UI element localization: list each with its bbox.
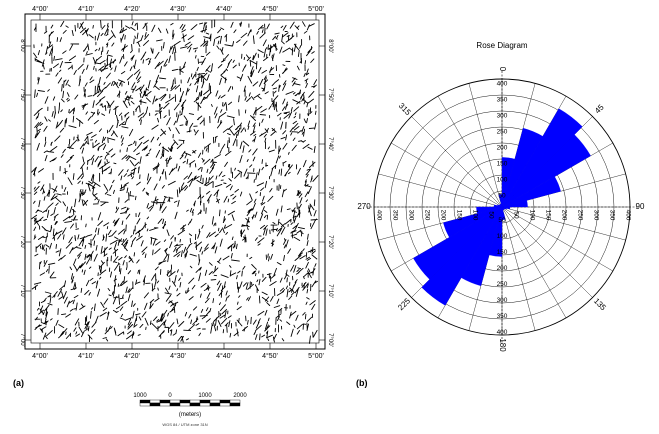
scale-label: 1000 bbox=[198, 393, 212, 399]
direction-label-0: 0 bbox=[498, 67, 507, 72]
projection-note: WGS 84 / UTM zone 31N bbox=[162, 422, 207, 427]
radial-label-north: 350 bbox=[497, 97, 508, 104]
radial-label-north: 100 bbox=[497, 177, 508, 184]
right-tick-label: 7°20' bbox=[327, 235, 333, 249]
scale-label: 2000 bbox=[233, 393, 247, 399]
radial-label-north: 400 bbox=[497, 81, 508, 88]
radial-label-north: 200 bbox=[497, 145, 508, 152]
panel-label-a: (a) bbox=[13, 378, 24, 388]
left-tick-label: 7°40' bbox=[19, 137, 25, 151]
radial-label-east: 250 bbox=[577, 210, 584, 221]
radial-label-west: 250 bbox=[424, 210, 431, 221]
rose-diagram: Rose Diagram5050505010010010010015015015… bbox=[357, 41, 645, 352]
petal-30-45 bbox=[501, 108, 583, 208]
top-tick-label: 4°30' bbox=[170, 5, 186, 13]
rose-diagram-panel: Rose Diagram 50 50 50 50 100 100 100 100 150 150 15… bbox=[350, 0, 659, 429]
bottom-tick-label: 4°10' bbox=[78, 352, 94, 360]
direction-label-180: 180 bbox=[498, 338, 507, 352]
radial-label-south: 250 bbox=[497, 281, 508, 288]
radial-label-east: 200 bbox=[561, 210, 568, 221]
direction-label-225: 225 bbox=[396, 296, 412, 312]
radial-label-west: 300 bbox=[408, 210, 415, 221]
bottom-tick-label: 4°40' bbox=[216, 352, 232, 360]
radial-label-west: 100 bbox=[472, 210, 479, 221]
direction-label-270: 270 bbox=[357, 202, 371, 211]
radial-label-east: 50 bbox=[513, 211, 520, 219]
top-tick-label: 4°50' bbox=[262, 5, 278, 13]
radial-label-west: 50 bbox=[488, 211, 495, 219]
left-tick-label: 7°00' bbox=[19, 333, 25, 347]
bottom-tick-label: 4°20' bbox=[124, 352, 140, 360]
top-tick-label: 4°10' bbox=[78, 5, 94, 13]
right-tick-label: 8°00' bbox=[327, 39, 333, 53]
radial-label-south: 300 bbox=[497, 297, 508, 304]
direction-label-90: 90 bbox=[636, 202, 645, 211]
radial-label-north: 50 bbox=[498, 193, 506, 200]
radial-labels: 5050505010010010010015015015015020020020… bbox=[376, 81, 632, 337]
bottom-tick-label: 4°30' bbox=[170, 352, 186, 360]
right-tick-label: 7°40' bbox=[327, 137, 333, 151]
radial-label-east: 400 bbox=[625, 210, 632, 221]
radial-label-south: 150 bbox=[497, 249, 508, 256]
radial-label-north: 300 bbox=[497, 113, 508, 120]
right-tick-label: 7°00' bbox=[327, 333, 333, 347]
left-tick-label: 7°10' bbox=[19, 284, 25, 298]
panel-label-b: (b) bbox=[356, 378, 368, 388]
radial-label-south: 50 bbox=[498, 217, 506, 224]
radial-label-south: 350 bbox=[497, 313, 508, 320]
radial-label-west: 200 bbox=[440, 210, 447, 221]
left-tick-label: 8°00' bbox=[19, 39, 25, 53]
right-tick-label: 7°50' bbox=[327, 88, 333, 102]
petal-345-360 bbox=[498, 194, 503, 208]
scale-unit: (meters) bbox=[179, 412, 201, 418]
top-tick-label: 4°20' bbox=[124, 5, 140, 13]
right-tick-label: 7°10' bbox=[327, 284, 333, 298]
top-tick-label: 4°00' bbox=[32, 5, 48, 13]
radial-label-west: 350 bbox=[392, 210, 399, 221]
radial-label-south: 200 bbox=[497, 265, 508, 272]
petal-75-90 bbox=[501, 200, 528, 208]
bottom-tick-label: 4°50' bbox=[262, 352, 278, 360]
petal-45-60 bbox=[501, 134, 591, 208]
radial-label-east: 300 bbox=[593, 210, 600, 221]
bottom-tick-label: 5°00' bbox=[308, 352, 324, 360]
petal-255-270 bbox=[476, 206, 503, 214]
petal-60-75 bbox=[501, 176, 561, 208]
radial-label-south: 100 bbox=[497, 233, 508, 240]
petal-225-240 bbox=[413, 206, 503, 280]
petal-210-225 bbox=[421, 206, 503, 306]
radial-label-east: 150 bbox=[545, 210, 552, 221]
direction-label-315: 315 bbox=[397, 101, 413, 117]
left-tick-label: 7°30' bbox=[19, 186, 25, 200]
top-tick-label: 5°00' bbox=[308, 5, 324, 13]
chart-title: Rose Diagram bbox=[476, 41, 527, 50]
radial-label-south: 400 bbox=[497, 329, 508, 336]
radial-label-west: 150 bbox=[456, 210, 463, 221]
direction-label-135: 135 bbox=[592, 296, 608, 312]
radial-label-north: 150 bbox=[497, 161, 508, 168]
left-tick-label: 7°20' bbox=[19, 235, 25, 249]
bottom-tick-label: 4°00' bbox=[32, 352, 48, 360]
radial-label-east: 100 bbox=[529, 210, 536, 221]
radial-label-east: 350 bbox=[609, 210, 616, 221]
radial-label-west: 400 bbox=[376, 210, 383, 221]
radial-label-north: 250 bbox=[497, 129, 508, 136]
left-tick-label: 7°50' bbox=[19, 88, 25, 102]
scale-label: 1000 bbox=[133, 393, 147, 399]
lineaments bbox=[31, 19, 319, 344]
direction-label-45: 45 bbox=[593, 102, 606, 115]
scale-label: 0 bbox=[168, 393, 172, 399]
lineament-map-panel: 4°00' 4°10' 4°20' 4°30' 4°40' 4°50' 5°00' 4°00'… bbox=[13, 5, 333, 427]
map-neatline bbox=[30, 19, 320, 344]
rose-petals bbox=[413, 108, 591, 306]
right-tick-label: 7°30' bbox=[327, 186, 333, 200]
top-tick-label: 4°40' bbox=[216, 5, 232, 13]
map-frame bbox=[24, 13, 326, 350]
lineament-map: 4°00' 4°10' 4°20' 4°30' 4°40' 4°50' 5°00' 4°00'… bbox=[19, 5, 333, 427]
petal-240-255 bbox=[443, 206, 503, 238]
